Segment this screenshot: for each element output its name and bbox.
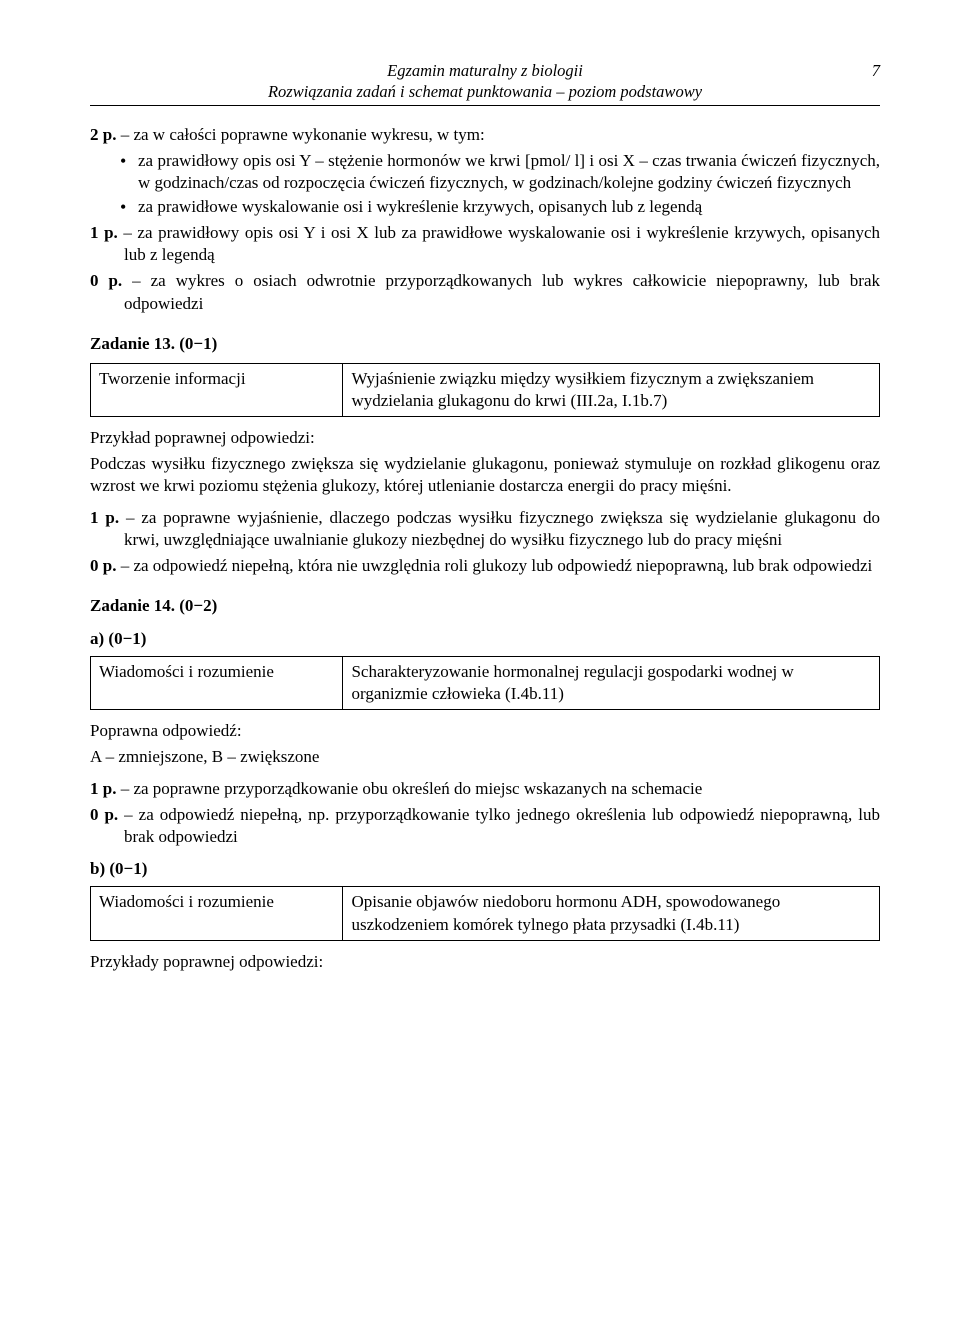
- page-header: Egzamin maturalny z biologii Rozwiązania…: [90, 60, 880, 103]
- points-2p-lead: 2 p. – za w całości poprawne wykonanie w…: [90, 124, 880, 146]
- task-14a-label: a) (0−1): [90, 628, 880, 650]
- task-13-title: Zadanie 13. (0−1): [90, 333, 880, 355]
- points-1p: 1 p. – za prawidłowy opis osi Y i osi X …: [90, 222, 880, 266]
- task-14a-0p: 0 p. – za odpowiedź niepełną, np. przypo…: [90, 804, 880, 848]
- task-14a-skill-table: Wiadomości i rozumienie Scharakteryzowan…: [90, 656, 880, 710]
- skill-left: Wiadomości i rozumienie: [91, 887, 343, 940]
- page-number: 7: [872, 60, 880, 81]
- skill-right: Scharakteryzowanie hormonalnej regulacji…: [343, 656, 880, 709]
- points-2p-bullets: za prawidłowy opis osi Y – stężenie horm…: [90, 150, 880, 218]
- skill-left: Tworzenie informacji: [91, 363, 343, 416]
- skill-left: Wiadomości i rozumienie: [91, 656, 343, 709]
- answer-text: A – zmniejszone, B – zwiększone: [90, 746, 880, 768]
- example-label: Przykład poprawnej odpowiedzi:: [90, 427, 880, 449]
- bullet-item: za prawidłowe wyskalowanie osi i wykreśl…: [138, 196, 880, 218]
- skill-right: Opisanie objawów niedoboru hormonu ADH, …: [343, 887, 880, 940]
- header-divider: [90, 105, 880, 106]
- task-14b-skill-table: Wiadomości i rozumienie Opisanie objawów…: [90, 886, 880, 940]
- header-line-1: Egzamin maturalny z biologii: [90, 60, 880, 81]
- task-13-1p: 1 p. – za poprawne wyjaśnienie, dlaczego…: [90, 507, 880, 551]
- bullet-item: za prawidłowy opis osi Y – stężenie horm…: [138, 150, 880, 194]
- points-0p: 0 p. – za wykres o osiach odwrotnie przy…: [90, 270, 880, 314]
- task-14a-1p: 1 p. – za poprawne przyporządkowanie obu…: [90, 778, 880, 800]
- answer-label: Poprawna odpowiedź:: [90, 720, 880, 742]
- task-13-skill-table: Tworzenie informacji Wyjaśnienie związku…: [90, 363, 880, 417]
- examples-label: Przykłady poprawnej odpowiedzi:: [90, 951, 880, 973]
- task-14-title: Zadanie 14. (0−2): [90, 595, 880, 617]
- task-13-0p: 0 p. – za odpowiedź niepełną, która nie …: [90, 555, 880, 577]
- task-14b-label: b) (0−1): [90, 858, 880, 880]
- points-2p-lead-text: – za w całości poprawne wykonanie wykres…: [121, 125, 485, 144]
- skill-right: Wyjaśnienie związku między wysiłkiem fiz…: [343, 363, 880, 416]
- example-text: Podczas wysiłku fizycznego zwiększa się …: [90, 453, 880, 497]
- header-line-2: Rozwiązania zadań i schemat punktowania …: [90, 81, 880, 102]
